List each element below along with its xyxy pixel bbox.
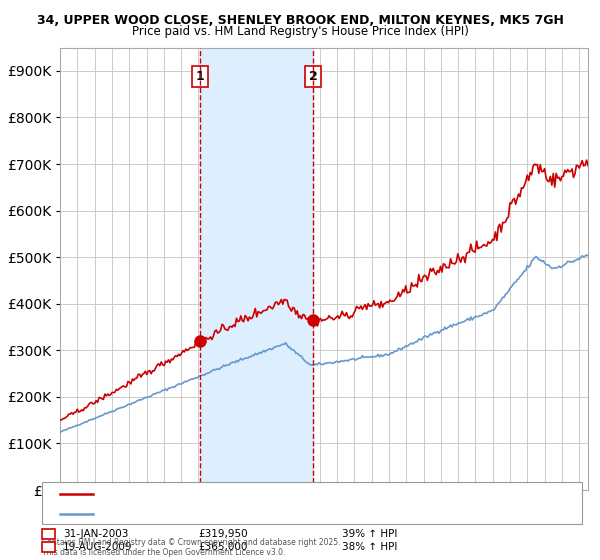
Text: £365,000: £365,000 (198, 542, 247, 552)
Text: 19-AUG-2009: 19-AUG-2009 (63, 542, 133, 552)
Text: £319,950: £319,950 (198, 529, 248, 539)
Text: HPI: Average price, detached house, Milton Keynes: HPI: Average price, detached house, Milt… (96, 509, 326, 519)
Text: 2: 2 (309, 70, 317, 83)
Text: 39% ↑ HPI: 39% ↑ HPI (342, 529, 397, 539)
Text: 34, UPPER WOOD CLOSE, SHENLEY BROOK END, MILTON KEYNES, MK5 7GH (detached house): 34, UPPER WOOD CLOSE, SHENLEY BROOK END,… (96, 489, 517, 499)
Text: 2: 2 (45, 542, 52, 552)
Bar (200, 48, 313, 490)
Text: 1: 1 (196, 70, 204, 83)
Text: Contains HM Land Registry data © Crown copyright and database right 2025.
This d: Contains HM Land Registry data © Crown c… (42, 538, 341, 557)
Text: 34, UPPER WOOD CLOSE, SHENLEY BROOK END, MILTON KEYNES, MK5 7GH: 34, UPPER WOOD CLOSE, SHENLEY BROOK END,… (37, 14, 563, 27)
Text: 1: 1 (45, 529, 52, 539)
Text: 38% ↑ HPI: 38% ↑ HPI (342, 542, 397, 552)
Text: Price paid vs. HM Land Registry's House Price Index (HPI): Price paid vs. HM Land Registry's House … (131, 25, 469, 38)
Text: 31-JAN-2003: 31-JAN-2003 (63, 529, 128, 539)
